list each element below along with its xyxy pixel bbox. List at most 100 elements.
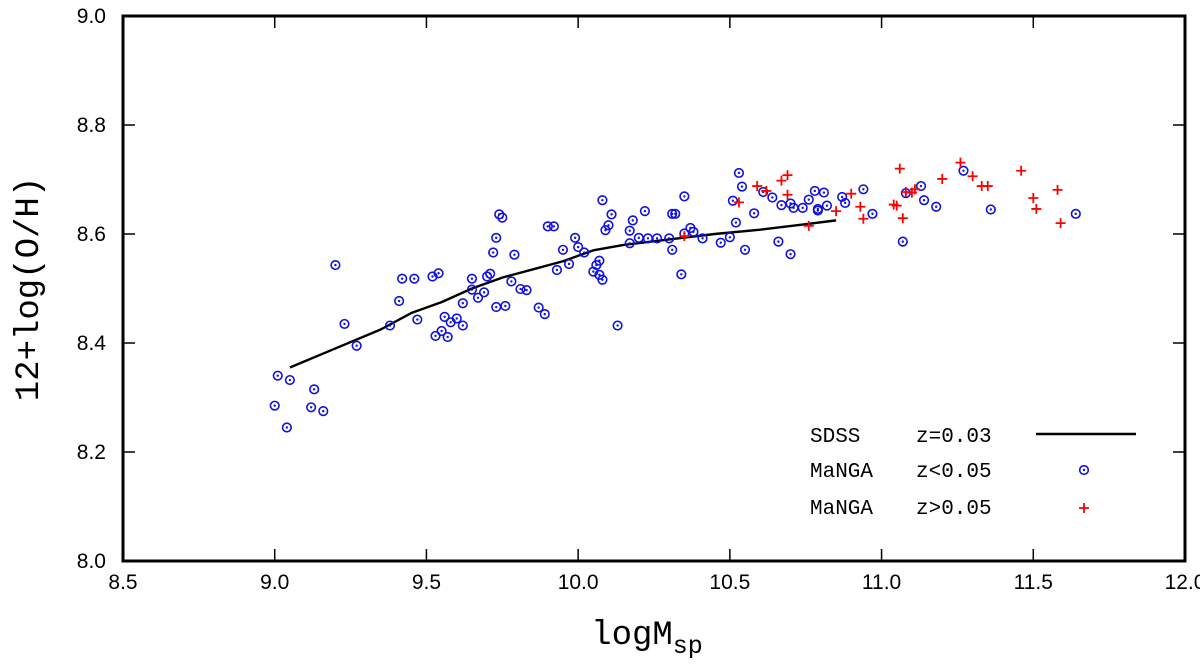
circle-point-center [628,242,631,245]
circle-point-center [449,321,452,324]
manga-low-z-points [269,165,1081,433]
circle-point-center [637,236,641,240]
circle-point-center [610,213,613,216]
circle-point [733,167,745,179]
x-tick-label: 8.5 [108,571,137,594]
plus-point [955,157,966,168]
circle-point [272,370,283,381]
circle-point-center [616,324,619,327]
x-tick-label: 10.0 [558,571,599,594]
circle-point-center [737,171,741,175]
circle-point [773,236,784,247]
circle-point [482,271,493,282]
circle-point [739,244,751,255]
circle-point-center [525,288,528,292]
circle-point [515,283,526,295]
axis-ticks [122,15,1186,562]
legend-plus-marker [1079,503,1089,513]
x-axis-title-subscript: sp [673,632,703,661]
circle-point [818,187,830,198]
circle-point [612,320,623,331]
circle-point-center [510,280,513,283]
circle-point [597,274,608,285]
legend-circle-marker [1078,464,1090,476]
circle-point-center [552,225,556,228]
circle-point-center [752,212,756,215]
x-axis-title-main: logM [591,617,673,655]
circle-point-center [922,199,926,202]
circle-point-center [816,209,820,212]
circle-point-center [446,335,449,339]
circle-point-center [728,236,732,239]
circle-point-center [519,287,522,291]
circle-point-center [646,237,650,240]
circle-point [533,302,544,313]
circle-point-center [495,236,498,240]
circle-point-center [288,378,292,382]
circle-point-center [437,272,440,275]
circle-point-center [276,374,279,377]
circle-point-center [643,209,647,213]
circle-point [918,195,930,206]
circle-point-center [789,252,792,256]
plus-point [909,184,920,195]
circle-point-center [655,237,659,240]
circle-point-center [671,248,674,252]
plus-point [982,181,993,192]
circle-point [269,400,280,411]
plus-point [782,189,793,200]
circle-point [466,284,478,295]
plus-point [894,163,905,174]
circle-point-center [919,184,923,188]
circle-point-center [862,188,865,191]
circle-point [667,208,678,219]
circle-point-center [561,248,565,252]
circle-point [679,191,690,202]
circle-point [597,195,608,206]
circle-point-center [355,344,358,347]
circle-point-center [455,317,458,320]
circle-point-center [607,224,610,227]
circle-point [457,298,468,309]
circle-point-center [601,278,604,281]
circle-point-center [701,237,704,240]
circle-point-center [962,169,965,172]
circle-point [478,287,490,298]
y-tick-label: 8.6 [77,223,106,246]
circle-point [542,221,553,232]
circle-point [497,212,508,223]
circle-point [548,221,559,232]
circle-point-center [273,404,276,407]
circle-point-center [734,221,738,224]
circle-point [330,259,341,271]
legend-survey-label: MaNGA [810,461,873,484]
circle-point [394,295,405,307]
circle-point [318,406,329,417]
x-tick-label: 9.0 [260,571,289,594]
legend-survey-label: MaNGA [810,498,873,521]
circle-point [466,273,478,284]
circle-point [284,374,295,386]
circle-point [603,220,614,231]
manga-high-z-points [679,157,1066,242]
circle-point [442,331,453,343]
circle-point [397,273,408,284]
circle-point [409,273,420,284]
circle-point-center [631,219,634,222]
y-tick-label: 8.0 [77,550,106,573]
circle-point-center [482,291,486,294]
circle-point [1078,464,1090,476]
circle-point-center [628,229,631,232]
plus-point [858,213,869,224]
circle-point [509,249,520,260]
circle-point [985,204,996,215]
circle-point-center [792,206,795,210]
circle-point [521,285,532,296]
circle-point [767,192,778,203]
circle-point-center [843,201,847,205]
circle-point-center [576,245,580,249]
circle-point-center [501,216,504,219]
x-tick-label: 9.5 [412,571,441,594]
circle-point-center [343,322,346,326]
